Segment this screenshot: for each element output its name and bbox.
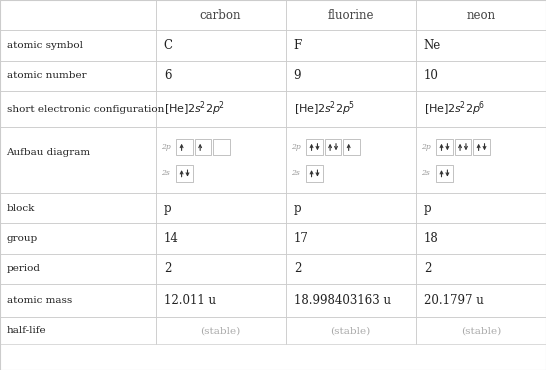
Bar xyxy=(306,139,323,155)
Bar xyxy=(0,61,156,91)
Text: p: p xyxy=(424,202,431,215)
Bar xyxy=(0,193,156,223)
Bar xyxy=(156,254,286,284)
Bar xyxy=(416,127,546,193)
Text: 2s: 2s xyxy=(421,169,430,177)
Text: 2p: 2p xyxy=(161,143,171,151)
Bar xyxy=(416,0,546,30)
Text: (stable): (stable) xyxy=(200,326,241,335)
Bar xyxy=(0,127,156,193)
Bar xyxy=(436,139,453,155)
Bar xyxy=(325,139,341,155)
Bar xyxy=(306,165,323,182)
Bar xyxy=(286,61,416,91)
Text: $[\mathrm{He}]2s^{\!2}2p^{\!5}$: $[\mathrm{He}]2s^{\!2}2p^{\!5}$ xyxy=(294,100,354,118)
Bar xyxy=(213,139,230,155)
Text: p: p xyxy=(294,202,301,215)
Bar xyxy=(286,91,416,127)
Bar xyxy=(416,193,546,223)
Text: $[\mathrm{He}]2s^{\!2}2p^{\!2}$: $[\mathrm{He}]2s^{\!2}2p^{\!2}$ xyxy=(164,100,224,118)
Bar xyxy=(176,139,193,155)
Bar xyxy=(156,61,286,91)
Text: carbon: carbon xyxy=(200,9,241,22)
Text: Ne: Ne xyxy=(424,39,441,52)
Text: p: p xyxy=(164,202,171,215)
Bar xyxy=(416,254,546,284)
Bar xyxy=(0,223,156,254)
Text: $[\mathrm{He}]2s^{\!2}2p^{\!6}$: $[\mathrm{He}]2s^{\!2}2p^{\!6}$ xyxy=(424,100,485,118)
Text: 2s: 2s xyxy=(161,169,170,177)
Bar xyxy=(416,284,546,317)
Bar xyxy=(286,193,416,223)
Text: 2: 2 xyxy=(164,262,171,276)
Text: short electronic configuration: short electronic configuration xyxy=(7,105,164,114)
Bar xyxy=(0,91,156,127)
Text: C: C xyxy=(164,39,173,52)
Text: 2: 2 xyxy=(424,262,431,276)
Text: atomic symbol: atomic symbol xyxy=(7,41,82,50)
Bar xyxy=(286,0,416,30)
Text: group: group xyxy=(7,234,38,243)
Bar xyxy=(156,223,286,254)
Bar xyxy=(286,254,416,284)
Bar xyxy=(0,317,156,344)
Text: F: F xyxy=(294,39,302,52)
Text: (stable): (stable) xyxy=(461,326,501,335)
Bar xyxy=(286,30,416,61)
Bar xyxy=(156,317,286,344)
Text: atomic mass: atomic mass xyxy=(7,296,72,305)
Bar xyxy=(286,284,416,317)
Text: 10: 10 xyxy=(424,69,438,83)
Bar xyxy=(156,193,286,223)
Text: neon: neon xyxy=(466,9,495,22)
Bar xyxy=(286,317,416,344)
Bar xyxy=(195,139,211,155)
Bar xyxy=(416,30,546,61)
Bar xyxy=(343,139,360,155)
Text: Aufbau diagram: Aufbau diagram xyxy=(7,148,91,157)
Text: 2: 2 xyxy=(294,262,301,276)
Text: 14: 14 xyxy=(164,232,179,245)
Text: 2p: 2p xyxy=(291,143,301,151)
Bar xyxy=(0,284,156,317)
Bar xyxy=(0,30,156,61)
Bar xyxy=(286,223,416,254)
Bar xyxy=(156,91,286,127)
Bar xyxy=(0,0,156,30)
Text: 12.011 u: 12.011 u xyxy=(164,294,216,307)
Text: 9: 9 xyxy=(294,69,301,83)
Text: 2p: 2p xyxy=(421,143,431,151)
Text: half-life: half-life xyxy=(7,326,46,335)
Bar xyxy=(156,127,286,193)
Bar xyxy=(0,254,156,284)
Text: 18: 18 xyxy=(424,232,438,245)
Bar xyxy=(416,317,546,344)
Bar xyxy=(286,127,416,193)
Text: 2s: 2s xyxy=(291,169,300,177)
Bar xyxy=(156,284,286,317)
Text: 18.998403163 u: 18.998403163 u xyxy=(294,294,391,307)
Bar xyxy=(416,91,546,127)
Bar xyxy=(416,223,546,254)
Text: period: period xyxy=(7,265,40,273)
Text: (stable): (stable) xyxy=(330,326,371,335)
Bar xyxy=(416,61,546,91)
Text: atomic number: atomic number xyxy=(7,71,86,80)
Text: block: block xyxy=(7,204,35,213)
Text: 6: 6 xyxy=(164,69,171,83)
Bar xyxy=(156,30,286,61)
Bar xyxy=(436,165,453,182)
Bar xyxy=(455,139,471,155)
Text: fluorine: fluorine xyxy=(327,9,374,22)
Text: 17: 17 xyxy=(294,232,308,245)
Bar xyxy=(176,165,193,182)
Text: 20.1797 u: 20.1797 u xyxy=(424,294,483,307)
Bar xyxy=(156,0,286,30)
Bar xyxy=(473,139,490,155)
